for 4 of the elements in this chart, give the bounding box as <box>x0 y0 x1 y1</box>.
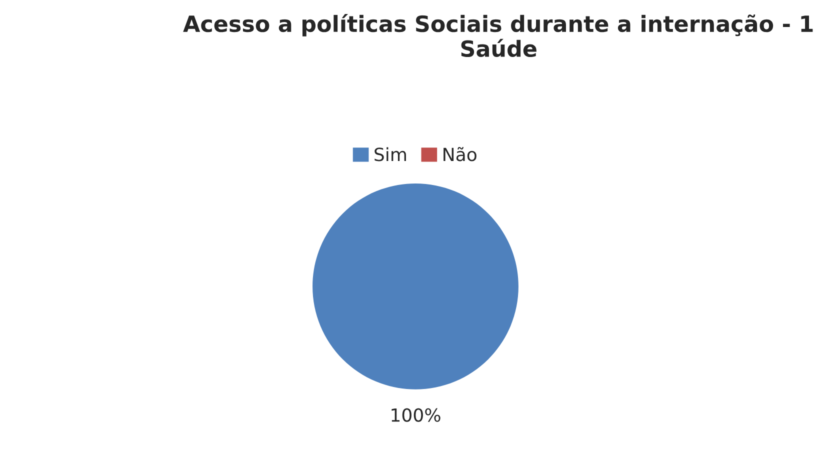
legend-label: Não <box>444 146 476 162</box>
legend-label: Sim <box>374 147 406 162</box>
chart-title: Acesso a políticas Sociais durante a internação - 1 Saúde <box>183 14 813 58</box>
data-label: 100% <box>392 408 440 422</box>
